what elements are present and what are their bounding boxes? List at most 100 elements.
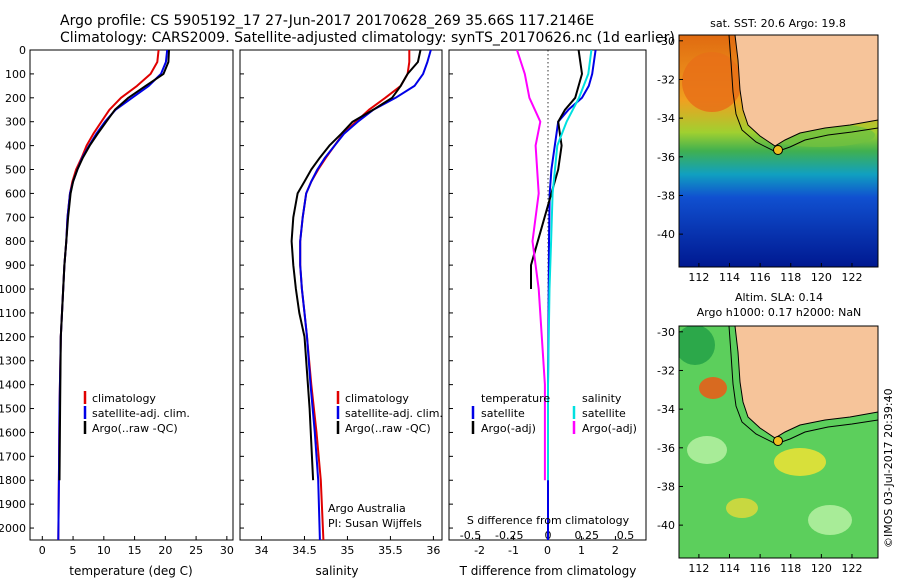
t-difference-x-tick-label: -2 (474, 544, 485, 557)
sst-map-ticks: 112 114 116 118 120 122 -30 -32 -34 -36 -38 -40 (657, 35, 862, 284)
legend-label-satellite-s: satellite (582, 407, 626, 420)
series-line-2 (547, 50, 593, 481)
legend-head-salinity: salinity (582, 392, 622, 405)
temperature-x-tick-label: 5 (70, 544, 77, 557)
lat-tick-label: -36 (657, 442, 675, 455)
sla-blob-yellow-2 (726, 498, 758, 518)
series-line-2 (290, 50, 422, 481)
lon-tick-label: 114 (719, 271, 740, 284)
sst-coastline (734, 35, 878, 147)
temperature-panel: 0100200300400500600700800900100011001200… (0, 44, 234, 578)
t-difference-x-tick-label: 2 (612, 544, 619, 557)
legend-label-satellite-t: satellite (481, 407, 525, 420)
salinity-xlabel: salinity (315, 564, 358, 578)
sla-map: Altim. SLA: 0.14 Argo h1000: 0.17 h2000:… (657, 291, 879, 575)
depth-tick-label: 1800 (0, 474, 26, 487)
depth-tick-label: 900 (5, 259, 26, 272)
series-line-3 (516, 50, 546, 481)
sla-map-title2: Argo h1000: 0.17 h2000: NaN (697, 306, 862, 319)
temperature-xlabel: temperature (deg C) (69, 564, 192, 578)
depth-tick-label: 800 (5, 235, 26, 248)
t-difference-xlabel: T difference from climatology (459, 564, 637, 578)
salinity-x-tick-label: 36 (426, 544, 440, 557)
lon-tick-label: 112 (688, 562, 709, 575)
sst-float-marker (773, 145, 783, 155)
lat-tick-label: -38 (657, 480, 675, 493)
t-difference-x-tick-label: 0 (544, 544, 551, 557)
sla-float-marker (773, 436, 783, 446)
depth-tick-label: 100 (5, 68, 26, 81)
salinity-x-tick-label: 35.5 (378, 544, 403, 557)
sla-coastline (734, 326, 878, 439)
sst-map-title: sat. SST: 20.6 Argo: 19.8 (710, 17, 846, 30)
legend-label-climatology: climatology (345, 392, 409, 405)
depth-tick-label: 1900 (0, 498, 26, 511)
argo-australia-label: Argo Australia (328, 502, 406, 515)
depth-tick-label: 1600 (0, 426, 26, 439)
lon-tick-label: 114 (719, 562, 740, 575)
depth-tick-label: 1100 (0, 307, 26, 320)
depth-tick-label: 1400 (0, 379, 26, 392)
temperature-legend: climatology satellite-adj. clim. Argo(..… (83, 391, 190, 435)
sla-blob-light-2 (808, 505, 852, 535)
salinity-x-axis: 34 34.5 35 35.5 36 (254, 536, 440, 557)
depth-tick-label: 400 (5, 140, 26, 153)
legend-label-climatology: climatology (92, 392, 156, 405)
legend-head-temperature: temperature (481, 392, 550, 405)
s-difference-tick-label: -0.25 (495, 529, 523, 542)
sla-land (735, 326, 878, 438)
depth-tick-label: 1700 (0, 450, 26, 463)
lat-tick-label: -30 (657, 326, 675, 339)
series-line-1 (299, 50, 432, 540)
depth-tick-label: 600 (5, 187, 26, 200)
lon-tick-label: 112 (688, 271, 709, 284)
header-line1: Argo profile: CS 5905192_17 27-Jun-2017 … (60, 13, 594, 29)
sla-blob-dark (679, 326, 715, 365)
lon-tick-label: 122 (841, 271, 862, 284)
depth-tick-label: 1200 (0, 331, 26, 344)
legend-label-satellite: satellite-adj. clim. (345, 407, 443, 420)
lat-tick-label: -32 (657, 73, 675, 86)
depth-tick-label: 500 (5, 164, 26, 177)
pi-label: PI: Susan Wijffels (328, 517, 422, 530)
temperature-x-tick-label: 20 (158, 544, 172, 557)
lon-tick-label: 116 (750, 562, 771, 575)
legend-label-satellite: satellite-adj. clim. (92, 407, 190, 420)
s-difference-tick-label: 0.5 (617, 529, 635, 542)
series-line-2 (58, 50, 170, 481)
temperature-x-tick-label: 0 (39, 544, 46, 557)
header-line2: Climatology: CARS2009. Satellite-adjuste… (60, 30, 675, 46)
t-difference-x-tick-label: -1 (508, 544, 519, 557)
depth-tick-label: 1000 (0, 283, 26, 296)
sst-map-frame (678, 34, 879, 268)
depth-tick-label: 300 (5, 116, 26, 129)
lat-tick-label: -34 (657, 403, 675, 416)
lon-tick-label: 120 (811, 562, 832, 575)
depth-tick-label: 700 (5, 211, 26, 224)
sst-isobath (728, 35, 878, 153)
imos-credit: ©IMOS 03-Jul-2017 20:39:40 (882, 388, 895, 548)
legend-label-argo-t: Argo(-adj) (481, 422, 536, 435)
lon-tick-label: 122 (841, 562, 862, 575)
depth-tick-label: 1500 (0, 403, 26, 416)
lon-tick-label: 118 (780, 562, 801, 575)
s-difference-label: S difference from climatology (467, 514, 630, 527)
sst-land (735, 35, 878, 146)
lat-tick-label: -38 (657, 189, 675, 202)
lat-tick-label: -36 (657, 151, 675, 164)
temperature-x-tick-label: 25 (189, 544, 203, 557)
t-difference-x-tick-label: 1 (578, 544, 585, 557)
difference-panel: -2 -1 0 1 2 -0.5 -0.25 0 0.25 0.5 S difference f… (448, 49, 647, 578)
depth-tick-label: 2000 (0, 522, 26, 535)
s-difference-tick-label: -0.5 (460, 529, 481, 542)
difference-legend: temperature salinity satellite Argo(-adj… (471, 392, 637, 435)
lat-tick-label: -34 (657, 112, 675, 125)
sla-map-title1: Altim. SLA: 0.14 (735, 291, 823, 304)
lat-tick-label: -40 (657, 519, 675, 532)
lon-tick-label: 118 (780, 271, 801, 284)
sst-warm-patch (682, 52, 742, 112)
sla-blob-yellow-1 (774, 448, 826, 476)
sla-blob-orange (699, 377, 727, 399)
depth-tick-label: 1300 (0, 355, 26, 368)
